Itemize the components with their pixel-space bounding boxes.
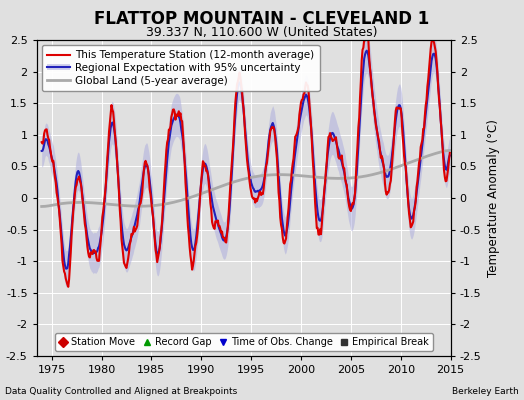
Text: FLATTOP MOUNTAIN - CLEVELAND 1: FLATTOP MOUNTAIN - CLEVELAND 1	[94, 10, 430, 28]
Text: Berkeley Earth: Berkeley Earth	[452, 387, 519, 396]
Legend: Station Move, Record Gap, Time of Obs. Change, Empirical Break: Station Move, Record Gap, Time of Obs. C…	[54, 333, 433, 351]
Text: 39.337 N, 110.600 W (United States): 39.337 N, 110.600 W (United States)	[146, 26, 378, 39]
Text: Data Quality Controlled and Aligned at Breakpoints: Data Quality Controlled and Aligned at B…	[5, 387, 237, 396]
Y-axis label: Temperature Anomaly (°C): Temperature Anomaly (°C)	[487, 119, 500, 277]
